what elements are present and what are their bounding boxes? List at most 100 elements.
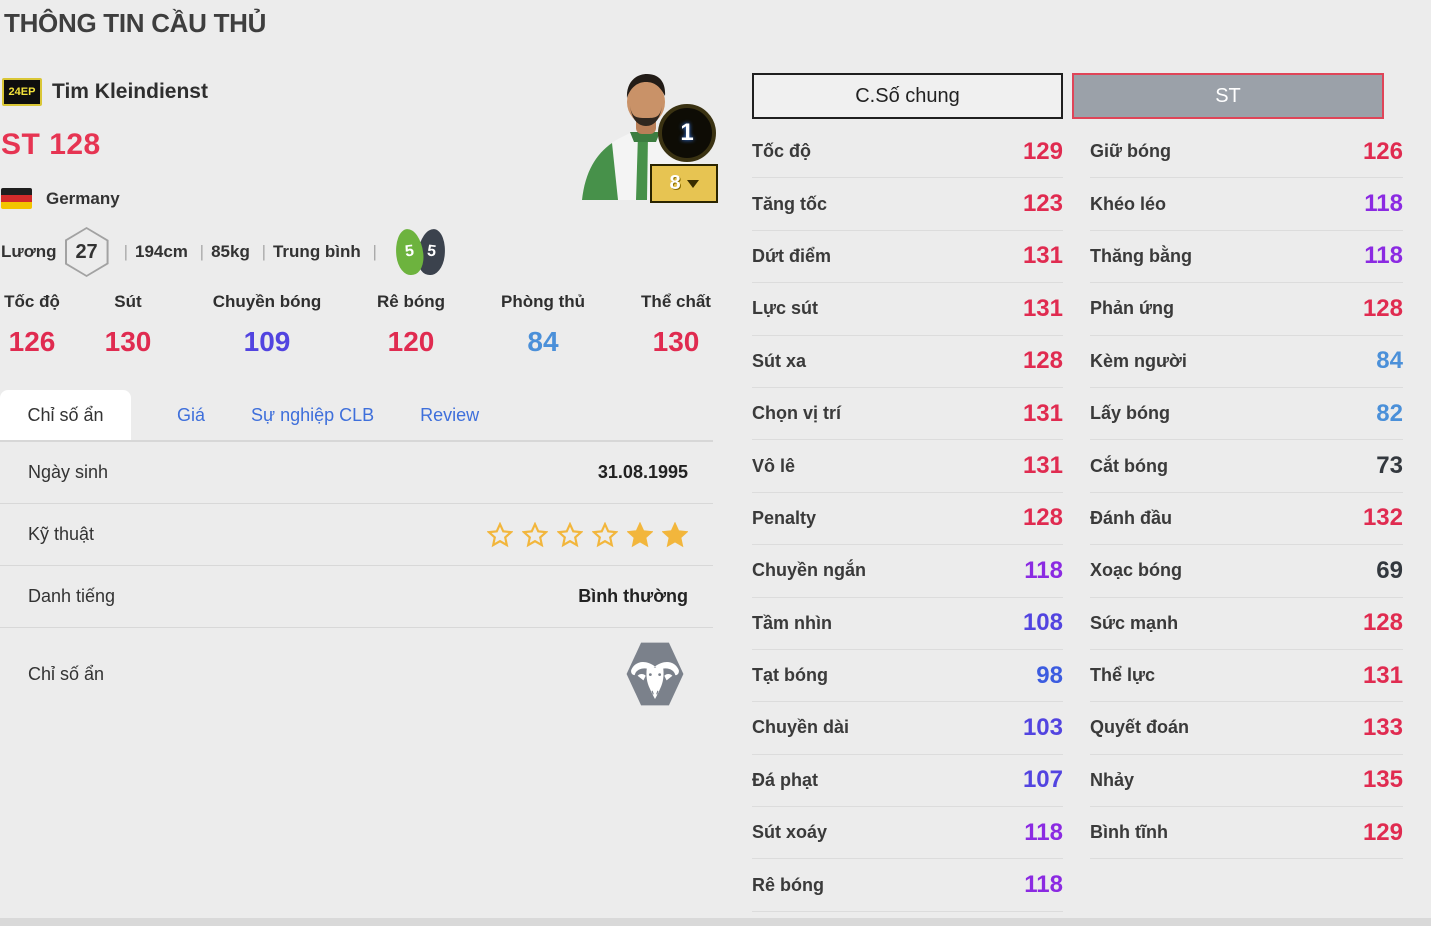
nation-row: Germany — [1, 188, 120, 209]
table-row-birth: Ngày sinh 31.08.1995 — [0, 442, 713, 504]
main-stat: Rê bóng 120 — [362, 292, 460, 358]
tab-club-career[interactable]: Sự nghiệp CLB — [251, 404, 375, 425]
height-value: 194cm — [134, 242, 188, 261]
stat-row: Dứt điểm 131 — [752, 231, 1063, 284]
stat-value: 84 — [1376, 347, 1403, 375]
main-stat: Sút 130 — [95, 292, 161, 358]
stat-row: Cắt bóng 73 — [1090, 440, 1403, 493]
main-stat: Thể chất 130 — [626, 292, 726, 358]
fame-value: Bình thường — [578, 586, 688, 606]
stat-row: Chọn vị trí 131 — [752, 388, 1063, 441]
stat-value: 103 — [1022, 713, 1063, 741]
stat-value: 118 — [1024, 556, 1063, 584]
stat-row: Thể lực 131 — [1090, 650, 1403, 703]
stat-row: Sút xoáy 118 — [752, 807, 1063, 860]
main-stat-value: 120 — [387, 326, 435, 357]
star-icon — [627, 521, 653, 547]
stat-value: 131 — [1022, 242, 1063, 270]
stat-value: 108 — [1022, 609, 1063, 637]
stat-label: Tăng tốc — [752, 193, 827, 214]
main-stat-value: 109 — [243, 326, 291, 357]
stat-row: Xoạc bóng 69 — [1090, 545, 1403, 598]
chevron-down-icon — [686, 179, 699, 188]
tab-review[interactable]: Review — [420, 404, 480, 425]
bottom-strip — [0, 918, 1431, 926]
stat-row: Kèm người 84 — [1090, 336, 1403, 388]
body-type-value: Trung bình — [272, 242, 361, 261]
table-row-hidden-stats: Chỉ số ẩn — [0, 628, 713, 720]
stat-row: Giữ bóng 126 — [1090, 126, 1403, 179]
team-color-level-value: 8 — [669, 172, 681, 194]
stat-row: Tầm nhìn 108 — [752, 598, 1063, 650]
tab-hidden-stats[interactable]: Chỉ số ẩn — [0, 390, 131, 440]
stat-value: 73 — [1376, 452, 1403, 480]
stat-value: 135 — [1362, 766, 1403, 794]
team-color-level-dropdown[interactable]: 8 — [650, 164, 718, 203]
stat-label: Penalty — [752, 507, 817, 528]
stat-value: 128 — [1022, 347, 1063, 375]
stat-value: 98 — [1036, 661, 1063, 689]
star-icon — [662, 521, 688, 547]
star-icon — [557, 521, 583, 547]
stat-label: Dứt điểm — [752, 245, 832, 266]
stat-row: Tăng tốc 123 — [752, 178, 1063, 231]
stat-row: Đánh đầu 132 — [1090, 493, 1403, 546]
stat-value: 123 — [1022, 190, 1063, 218]
general-stats-button[interactable]: C.Số chung — [752, 73, 1063, 119]
stat-value: 132 — [1362, 504, 1403, 532]
stat-value: 118 — [1024, 818, 1063, 846]
main-stat-label: Tốc độ — [4, 292, 60, 311]
main-stat-label: Sút — [114, 292, 142, 311]
buffalo-icon[interactable] — [626, 642, 684, 706]
stat-label: Chuyền dài — [752, 717, 850, 738]
info-table: Ngày sinh 31.08.1995 Kỹ thuật Danh tiếng… — [0, 442, 713, 720]
season-badge-icon: 24EP — [2, 78, 42, 106]
stat-row: Lực sút 131 — [752, 283, 1063, 336]
stat-row: Chuyền ngắn 118 — [752, 545, 1063, 598]
stat-label: Sút xa — [752, 350, 807, 371]
stat-value: 129 — [1362, 818, 1403, 846]
player-position: ST — [1, 128, 41, 161]
main-stat-value: 84 — [527, 326, 559, 357]
main-stat: Chuyền bóng 109 — [200, 292, 334, 358]
weight-value: 85kg — [211, 242, 250, 261]
stat-row: Tạt bóng 98 — [752, 650, 1063, 703]
stat-row: Thăng bằng 118 — [1090, 231, 1403, 284]
stat-label: Chọn vị trí — [752, 403, 841, 424]
main-stat-label: Thể chất — [641, 292, 711, 311]
position-stats-button[interactable]: ST — [1072, 73, 1384, 119]
main-stat: Tốc độ 126 — [0, 292, 64, 358]
stat-value: 128 — [1022, 504, 1063, 532]
star-icon — [522, 521, 548, 547]
stat-label: Cắt bóng — [1090, 455, 1168, 476]
stat-label: Bình tĩnh — [1090, 822, 1168, 843]
stat-value: 129 — [1022, 137, 1063, 165]
bio-text: | 194cm | 85kg | Trung bình | — [123, 242, 377, 261]
main-stat-label: Phòng thủ — [500, 292, 586, 311]
player-name-row: 24EP Tim Kleindienst — [2, 78, 208, 106]
tab-price[interactable]: Giá — [177, 404, 206, 425]
stat-value: 118 — [1024, 871, 1063, 899]
skill-star-rating — [487, 521, 688, 548]
stat-value: 131 — [1022, 294, 1063, 322]
skill-label: Kỹ thuật — [28, 524, 95, 544]
stat-label: Chuyền ngắn — [752, 560, 867, 581]
stat-label: Quyết đoán — [1090, 717, 1190, 738]
stat-row: Khéo léo 118 — [1090, 178, 1403, 231]
tab-bar: Chỉ số ẩn Giá Sự nghiệp CLB Review — [0, 390, 713, 442]
stat-value: 131 — [1362, 661, 1403, 689]
main-stat-value: 130 — [652, 326, 700, 357]
salary-hexagon: 27 — [64, 227, 109, 277]
stat-row: Sức mạnh 128 — [1090, 598, 1403, 650]
fame-label: Danh tiếng — [28, 586, 116, 606]
stat-row: Sút xa 128 — [752, 336, 1063, 388]
player-rating: 128 — [49, 128, 101, 161]
stat-row: Phản ứng 128 — [1090, 283, 1403, 336]
birth-value: 31.08.1995 — [597, 462, 688, 482]
bio-row: Lương 27 | 194cm | 85kg | Trung bình | 5 5 — [1, 226, 448, 278]
stat-row: Bình tĩnh 129 — [1090, 807, 1403, 860]
stat-row: Quyết đoán 133 — [1090, 702, 1403, 755]
page-title: THÔNG TIN CẦU THỦ — [4, 8, 267, 38]
nation-name: Germany — [46, 188, 120, 208]
